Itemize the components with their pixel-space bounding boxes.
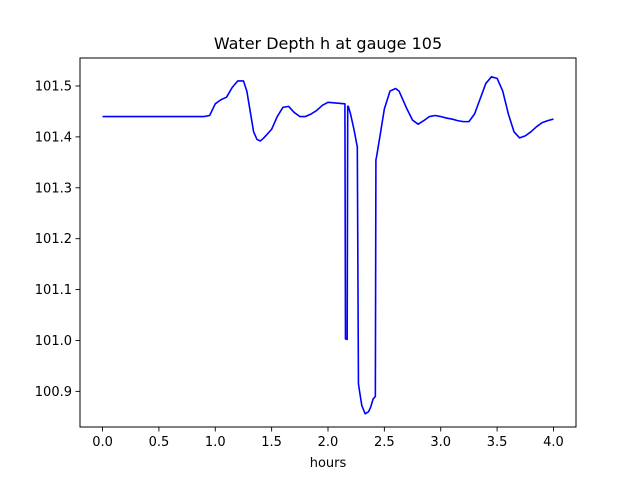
x-axis-label: hours [310,456,347,471]
y-tick-label: 101.5 [35,79,72,94]
x-tick-label: 2.5 [374,435,395,450]
y-tick-label: 101.4 [35,130,72,145]
y-tick-label: 101.3 [35,181,72,196]
series-line-0 [102,76,554,415]
chart-title: Water Depth h at gauge 105 [214,34,442,53]
x-tick-label: 4.0 [543,435,564,450]
x-tick-label: 2.0 [318,435,339,450]
y-tick-label: 101.0 [35,334,72,349]
y-tick-label: 101.1 [35,283,72,298]
x-tick-label: 1.5 [261,435,282,450]
x-tick-label: 3.0 [430,435,451,450]
plot-area [102,76,554,415]
x-tick-label: 0.5 [149,435,170,450]
y-tick-label: 100.9 [35,385,72,400]
y-tick-label: 101.2 [35,232,72,247]
x-tick-label: 0.0 [92,435,113,450]
x-tick-label: 3.5 [487,435,508,450]
x-tick-label: 1.0 [205,435,226,450]
